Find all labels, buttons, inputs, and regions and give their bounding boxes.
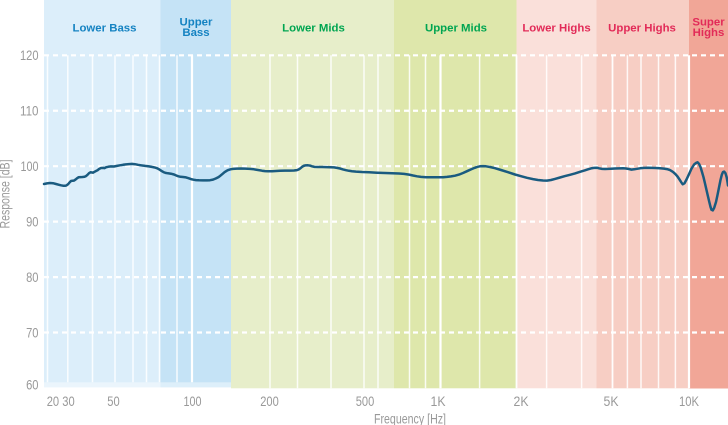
svg-text:120: 120: [20, 48, 39, 63]
svg-text:100: 100: [21, 159, 39, 174]
svg-text:100: 100: [184, 394, 202, 409]
svg-text:200: 200: [260, 394, 279, 409]
svg-text:5K: 5K: [604, 394, 619, 409]
svg-text:Bass: Bass: [182, 27, 209, 39]
svg-text:1K: 1K: [431, 394, 446, 409]
svg-text:Upper Mids: Upper Mids: [425, 23, 487, 35]
svg-text:2K: 2K: [514, 394, 529, 409]
svg-text:Lower Bass: Lower Bass: [73, 23, 137, 35]
svg-text:Lower Mids: Lower Mids: [282, 23, 345, 35]
svg-text:50: 50: [107, 394, 120, 409]
svg-text:Response [dB]: Response [dB]: [0, 160, 13, 229]
svg-text:Highs: Highs: [693, 27, 725, 39]
svg-text:500: 500: [356, 394, 375, 409]
svg-text:30: 30: [62, 394, 75, 409]
svg-text:Super: Super: [692, 17, 725, 29]
svg-text:80: 80: [26, 270, 39, 285]
svg-text:20: 20: [47, 394, 60, 409]
svg-text:60: 60: [26, 378, 39, 393]
svg-text:90: 90: [26, 214, 39, 229]
svg-text:Upper Highs: Upper Highs: [608, 23, 676, 35]
svg-text:Frequency [Hz]: Frequency [Hz]: [374, 411, 446, 425]
svg-text:Lower Highs: Lower Highs: [522, 23, 590, 35]
svg-text:Upper: Upper: [180, 17, 213, 29]
svg-text:70: 70: [26, 325, 39, 340]
svg-text:110: 110: [20, 104, 39, 119]
svg-text:10K: 10K: [679, 394, 699, 409]
